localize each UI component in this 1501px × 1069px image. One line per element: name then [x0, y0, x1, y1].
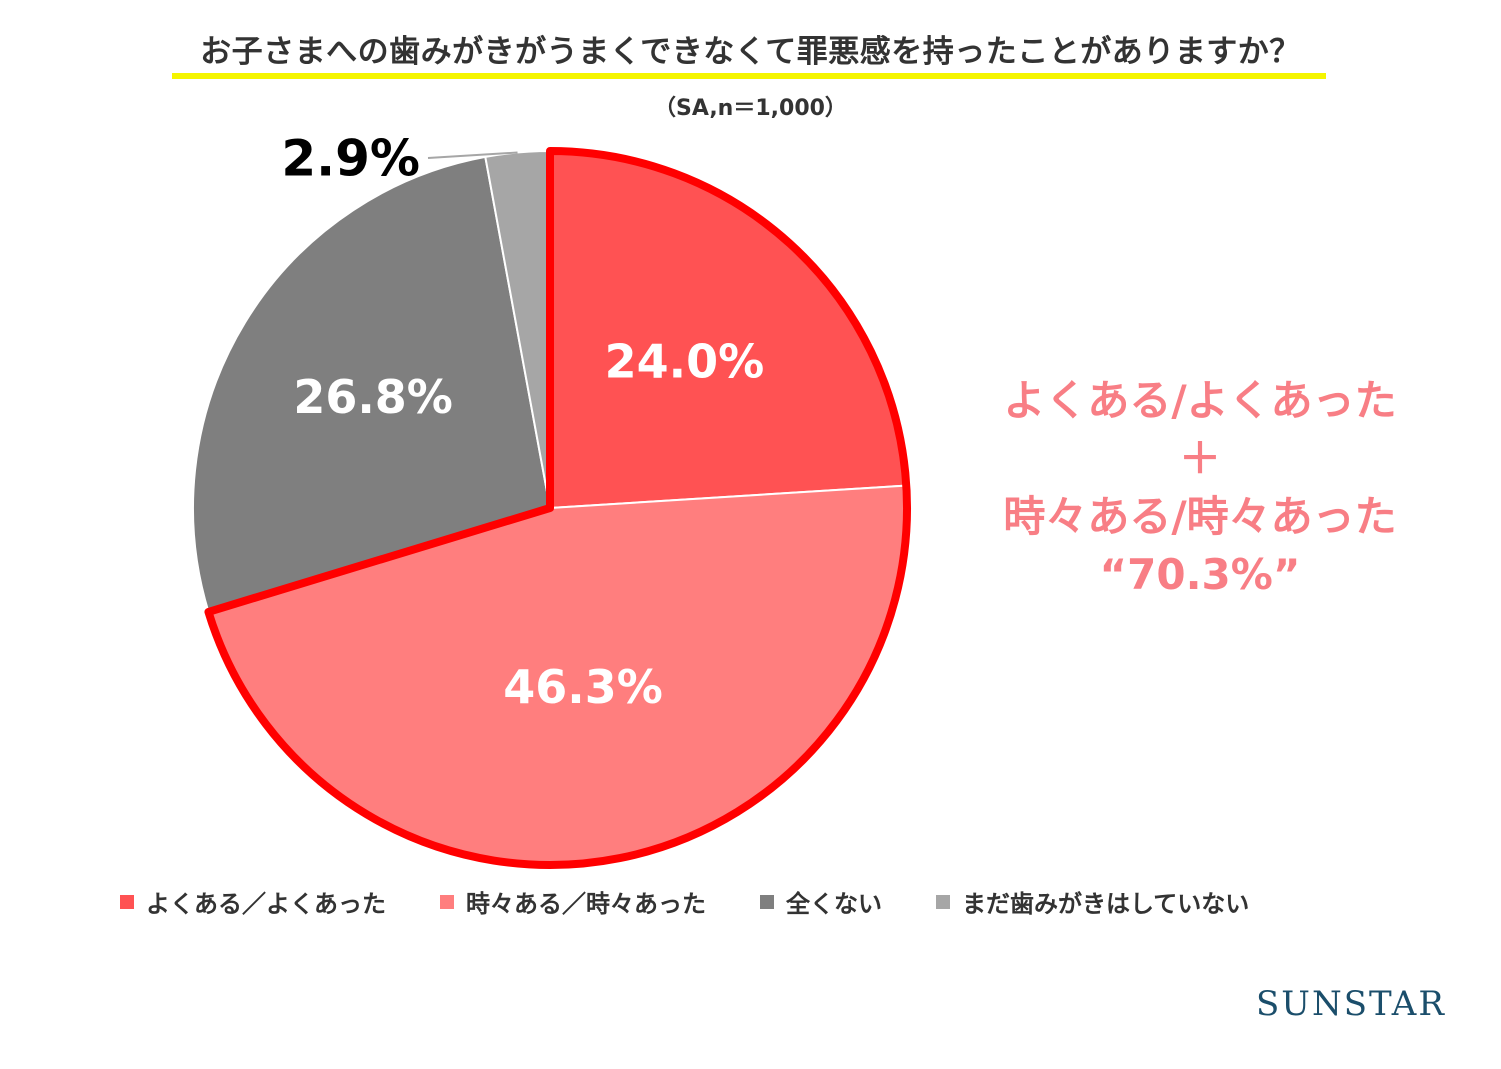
data-label-often: 24.0%: [605, 334, 765, 388]
legend-item-never: 全くない: [760, 884, 882, 919]
legend-swatch-often: [120, 894, 134, 909]
legend-label-sometimes: 時々ある／時々あった: [466, 890, 706, 918]
callout-line-3: 時々ある/時々あった: [1003, 492, 1397, 541]
legend-label-not-yet: まだ歯みがきはしていない: [962, 890, 1250, 918]
data-label-never: 26.8%: [293, 370, 453, 424]
legend-swatch-not-yet: [936, 894, 950, 909]
legend-label-never: 全くない: [786, 890, 882, 918]
highlight-callout: よくある/よくあった ＋ 時々ある/時々あった “70.3%”: [950, 372, 1450, 604]
sunstar-logo: SUNSTAR: [1256, 984, 1446, 1024]
legend-item-sometimes: 時々ある／時々あった: [440, 884, 706, 919]
callout-line-2: ＋: [1178, 434, 1221, 483]
pie-slice-often: [549, 149, 908, 510]
data-label-sometimes: 46.3%: [503, 660, 663, 714]
highlight-outline: [204, 147, 911, 869]
title-underline: [172, 73, 1326, 79]
callout-line-4: “70.3%”: [1099, 550, 1301, 599]
legend-item-not-yet: まだ歯みがきはしていない: [936, 884, 1249, 919]
legend-label-often: よくある／よくあった: [146, 890, 386, 918]
chart-title: お子さまへの歯みがきがうまくできなくて罪悪感を持ったことがありますか？: [200, 34, 1301, 70]
legend-item-often: よくある／よくあった: [120, 884, 386, 919]
data-label-not-yet: 2.9%: [281, 130, 420, 188]
callout-line-1: よくある/よくあった: [1003, 376, 1397, 425]
legend-swatch-sometimes: [440, 894, 454, 909]
legend-swatch-never: [760, 894, 774, 909]
leader-line-not-yet: [427, 151, 518, 159]
pie-slice-never: [192, 155, 552, 614]
chart-legend: よくある／よくあった 時々ある／時々あった 全くない まだ歯みがきはしていない: [120, 884, 1249, 919]
chart-subtitle: （SA,n＝1,000）: [654, 96, 847, 121]
